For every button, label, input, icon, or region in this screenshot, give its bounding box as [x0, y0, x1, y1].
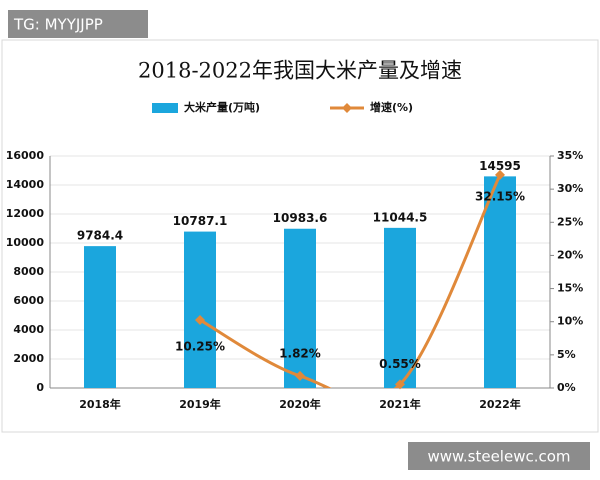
legend-label: 增速(%) [370, 100, 413, 114]
bar [384, 227, 416, 388]
x-tick-label: 2022年 [479, 397, 521, 411]
y-tick-label: 8000 [13, 265, 44, 278]
y-tick-label: 2000 [13, 352, 44, 365]
y2-tick-label: 35% [557, 149, 583, 162]
bar-value-label: 9784.4 [77, 229, 123, 243]
x-tick-label: 2019年 [179, 397, 221, 411]
bar [184, 231, 216, 388]
y2-tick-label: 0% [557, 381, 576, 394]
x-tick-label: 2020年 [279, 397, 321, 411]
legend-swatch [152, 103, 178, 113]
y2-tick-label: 30% [557, 182, 583, 195]
y-tick-label: 0 [36, 381, 44, 394]
line-value-label: 0.55% [379, 357, 421, 371]
line-marker [195, 315, 205, 326]
bar [84, 246, 116, 388]
y-tick-label: 16000 [6, 149, 45, 162]
bar-value-label: 14595 [479, 159, 521, 173]
line-marker [395, 379, 405, 390]
line-marker [495, 169, 505, 180]
bar [284, 228, 316, 388]
bar-value-label: 10983.6 [273, 211, 328, 225]
y2-tick-label: 10% [557, 315, 583, 328]
bar-value-label: 11044.5 [373, 210, 428, 224]
legend-label: 大米产量(万吨) [184, 100, 260, 114]
y-tick-label: 12000 [6, 207, 45, 220]
line-value-label: 32.15% [475, 189, 525, 203]
y2-tick-label: 5% [557, 348, 576, 361]
y-tick-label: 14000 [6, 178, 45, 191]
y2-tick-label: 20% [557, 248, 583, 261]
line-value-label: 1.82% [279, 346, 321, 360]
watermark: www.steelewc.com [427, 448, 570, 466]
y-tick-label: 10000 [6, 236, 45, 249]
watermark-box [8, 10, 148, 38]
y2-tick-label: 15% [557, 282, 583, 295]
watermark-box [408, 442, 590, 470]
chart-title: 2018-2022年我国大米产量及增速 [138, 59, 462, 83]
line-value-label: 10.25% [175, 340, 225, 354]
y-tick-label: 6000 [13, 294, 44, 307]
x-tick-label: 2021年 [379, 397, 421, 411]
y-tick-label: 4000 [13, 323, 44, 336]
bar-value-label: 10787.1 [173, 214, 228, 228]
bar [484, 176, 516, 388]
y2-tick-label: 25% [557, 215, 583, 228]
legend-marker [342, 103, 352, 113]
line-marker [295, 370, 305, 381]
line [199, 174, 502, 388]
x-tick-label: 2018年 [79, 397, 121, 411]
watermark: TG: MYYJJPP [13, 16, 103, 34]
